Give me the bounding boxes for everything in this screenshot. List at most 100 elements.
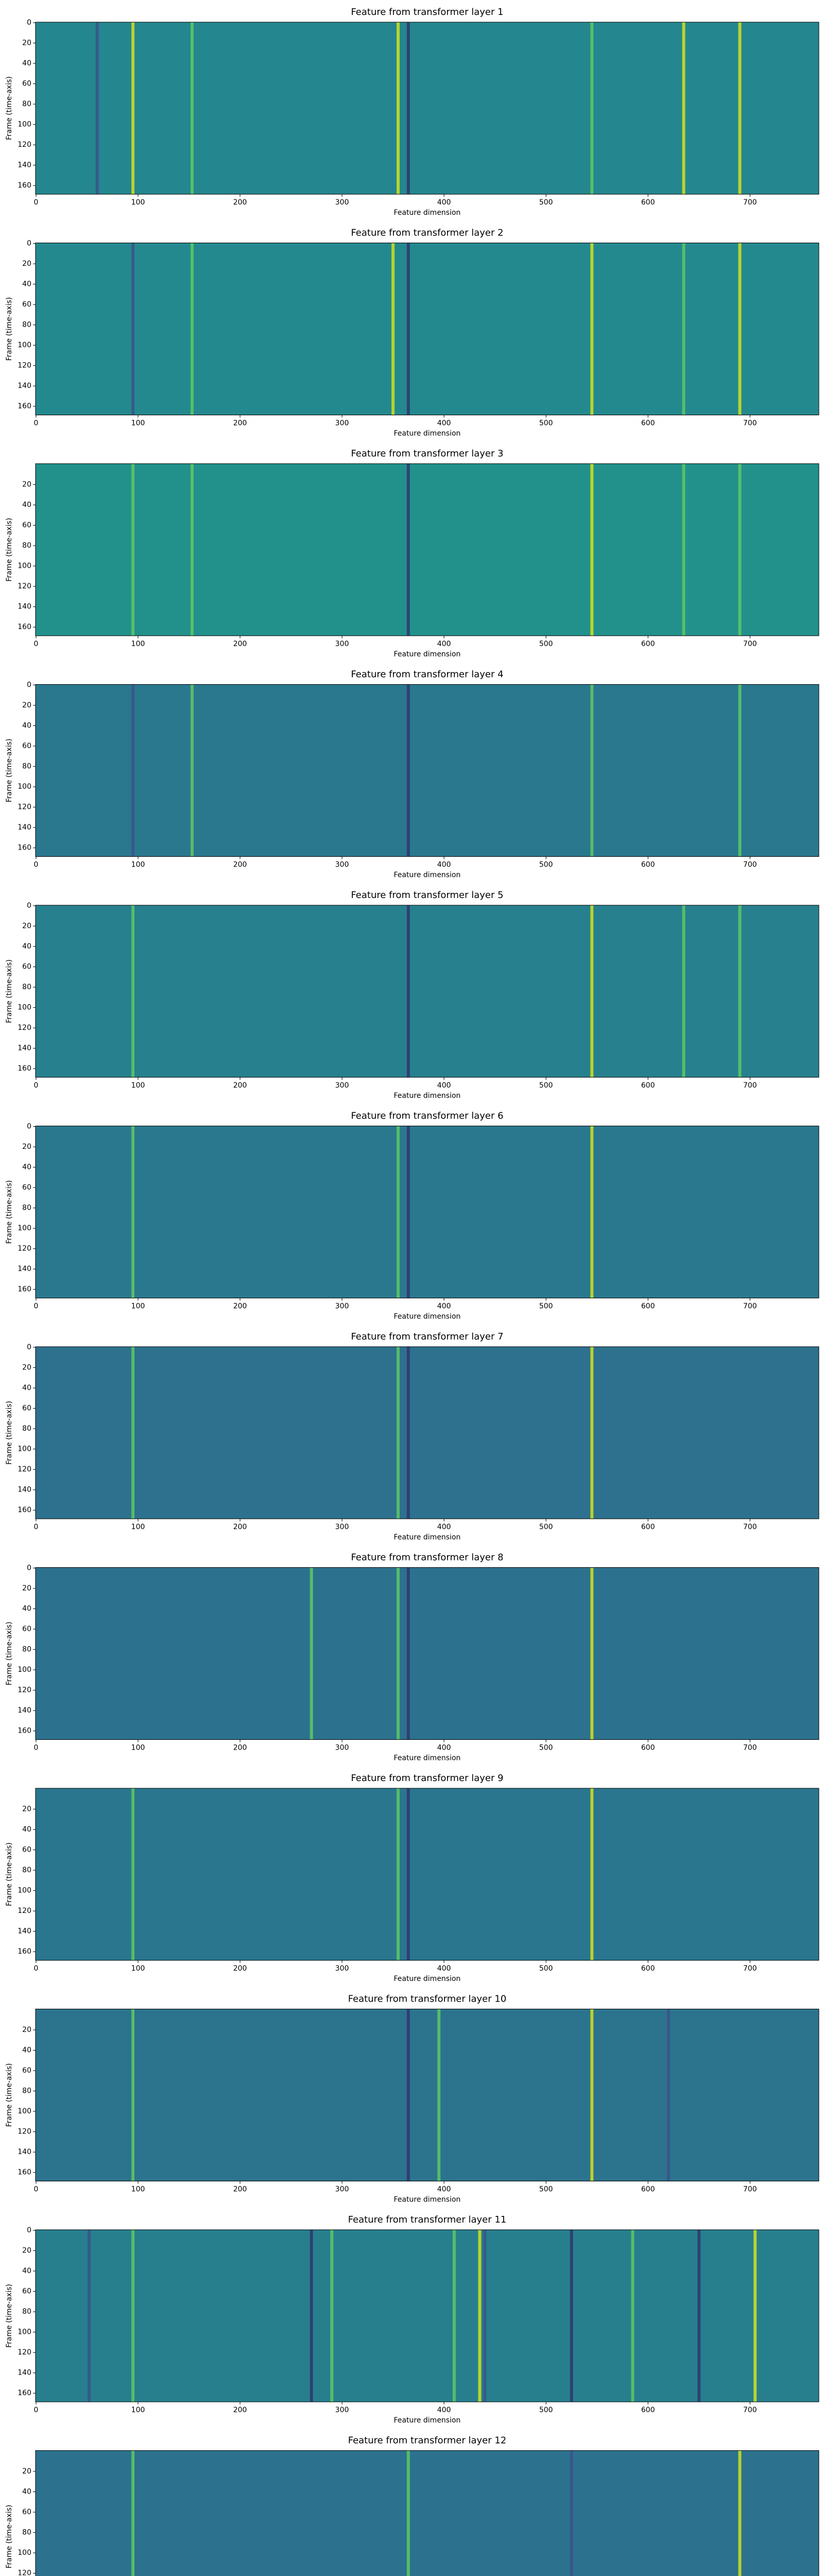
x-tick-label: 0 bbox=[34, 198, 39, 207]
y-tick-label: 80 bbox=[22, 1646, 31, 1654]
x-tick-label: 500 bbox=[539, 1302, 553, 1311]
y-tick-label: 0 bbox=[27, 681, 31, 689]
y-tick-label: 20 bbox=[22, 2026, 31, 2034]
heatmap-stripe bbox=[590, 1347, 594, 1519]
y-tick-label: 80 bbox=[22, 100, 31, 108]
y-tick-label: 80 bbox=[22, 321, 31, 329]
x-tick-label: 600 bbox=[641, 861, 655, 869]
x-tick-label: 200 bbox=[233, 2406, 247, 2414]
y-tick-label: 120 bbox=[18, 582, 31, 590]
x-tick-label: 0 bbox=[34, 640, 39, 648]
x-tick-label: 300 bbox=[335, 198, 349, 207]
x-tick-label: 200 bbox=[233, 419, 247, 428]
heatmap-stripe bbox=[330, 2230, 334, 2402]
panel-title: Feature from transformer layer 7 bbox=[351, 1331, 503, 1342]
heatmap-stripe bbox=[391, 243, 395, 415]
y-axis-label: Frame (time-axis) bbox=[5, 1401, 13, 1465]
heatmap-background bbox=[36, 243, 819, 415]
y-tick-label: 120 bbox=[18, 2348, 31, 2357]
x-axis-label: Feature dimension bbox=[394, 2196, 461, 2204]
heatmap-stripe bbox=[590, 905, 594, 1077]
panel: Feature from transformer layer 40 100 200 3… bbox=[5, 669, 819, 879]
heatmap-stripe bbox=[631, 2230, 634, 2402]
x-tick-label: 600 bbox=[641, 2185, 655, 2194]
heatmap-stripe bbox=[406, 684, 410, 857]
panel-title: Feature from transformer layer 3 bbox=[351, 448, 503, 459]
y-tick-label: 20 bbox=[22, 2467, 31, 2476]
x-tick-label: 0 bbox=[34, 2406, 39, 2414]
x-tick-label: 700 bbox=[743, 1744, 757, 1752]
heatmap-stripe bbox=[310, 1567, 313, 1740]
heatmap-stripe bbox=[738, 22, 742, 194]
heatmap-stripe bbox=[590, 1788, 594, 1960]
panel: Feature from transformer layer 60 100 200 3… bbox=[5, 1111, 819, 1321]
x-tick-label: 100 bbox=[131, 861, 145, 869]
x-tick-label: 0 bbox=[34, 1744, 39, 1752]
x-tick-label: 400 bbox=[437, 1523, 451, 1531]
y-tick-label: 160 bbox=[18, 2389, 31, 2397]
y-tick-label: 160 bbox=[18, 2168, 31, 2177]
y-tick-label: 80 bbox=[22, 2087, 31, 2095]
axes-frame bbox=[35, 2229, 819, 2402]
x-tick-label: 100 bbox=[131, 1744, 145, 1752]
x-tick-label: 0 bbox=[34, 1302, 39, 1311]
y-tick-label: 20 bbox=[22, 2247, 31, 2255]
x-tick-label: 700 bbox=[743, 1081, 757, 1090]
y-tick-label: 120 bbox=[18, 141, 31, 149]
heatmap-stripe bbox=[590, 1567, 594, 1740]
x-tick-label: 500 bbox=[539, 198, 553, 207]
panel: Feature from transformer layer 70 100 200 3… bbox=[5, 1331, 819, 1541]
panel-title: Feature from transformer layer 9 bbox=[351, 1773, 503, 1784]
heatmap-background bbox=[36, 1347, 819, 1519]
y-tick-label: 100 bbox=[18, 562, 31, 570]
x-tick-label: 300 bbox=[335, 1964, 349, 1973]
panel: Feature from transformer layer 110 100 200… bbox=[5, 2214, 819, 2425]
heatmap-stripe bbox=[590, 464, 594, 636]
y-tick-label: 140 bbox=[18, 382, 31, 390]
x-axis-label: Feature dimension bbox=[394, 2416, 461, 2425]
y-tick-label: 120 bbox=[18, 803, 31, 811]
heatmap-stripe bbox=[453, 2230, 456, 2402]
heatmap-stripe bbox=[738, 464, 742, 636]
heatmap-stripe bbox=[406, 905, 410, 1077]
heatmap-stripe bbox=[738, 684, 742, 857]
heatmap-background bbox=[36, 684, 819, 857]
y-tick-label: 160 bbox=[18, 1506, 31, 1514]
heatmap-stripe bbox=[406, 464, 410, 636]
y-tick-label: 120 bbox=[18, 1907, 31, 1915]
x-axis-label: Feature dimension bbox=[394, 871, 461, 879]
heatmap-stripe bbox=[682, 905, 685, 1077]
panel: Feature from transformer layer 80 100 200 3… bbox=[5, 1552, 819, 1762]
heatmap-stripe bbox=[397, 22, 400, 194]
y-axis-label: Frame (time-axis) bbox=[5, 2505, 13, 2569]
heatmap-stripe bbox=[406, 1788, 410, 1960]
x-tick-label: 600 bbox=[641, 640, 655, 648]
axes-frame bbox=[35, 22, 819, 195]
y-tick-label: 160 bbox=[18, 1064, 31, 1073]
x-axis-label: Feature dimension bbox=[394, 1092, 461, 1100]
x-tick-label: 200 bbox=[233, 861, 247, 869]
y-tick-label: 0 bbox=[27, 1564, 31, 1572]
heatmap-stripe bbox=[397, 1567, 400, 1740]
x-tick-label: 100 bbox=[131, 2406, 145, 2414]
heatmap-stripe bbox=[738, 905, 742, 1077]
heatmap-stripe bbox=[131, 2450, 135, 2576]
x-tick-label: 0 bbox=[34, 1964, 39, 1973]
x-axis-label: Feature dimension bbox=[394, 1533, 461, 1541]
x-axis-label: Feature dimension bbox=[394, 650, 461, 658]
x-tick-label: 700 bbox=[743, 861, 757, 869]
y-tick-label: 40 bbox=[22, 1163, 31, 1172]
heatmap-stripe bbox=[131, 1126, 135, 1298]
axes-frame bbox=[35, 684, 819, 857]
heatmap-stripe bbox=[478, 2230, 482, 2402]
heatmap-stripe bbox=[131, 2230, 135, 2402]
x-tick-label: 300 bbox=[335, 1302, 349, 1311]
x-tick-label: 500 bbox=[539, 2406, 553, 2414]
y-tick-label: 100 bbox=[18, 1224, 31, 1232]
axes-frame bbox=[35, 1567, 819, 1740]
x-tick-label: 400 bbox=[437, 419, 451, 428]
x-tick-label: 300 bbox=[335, 1523, 349, 1531]
axes-frame bbox=[35, 1788, 819, 1961]
y-tick-label: 20 bbox=[22, 39, 31, 47]
y-tick-label: 140 bbox=[18, 1044, 31, 1053]
